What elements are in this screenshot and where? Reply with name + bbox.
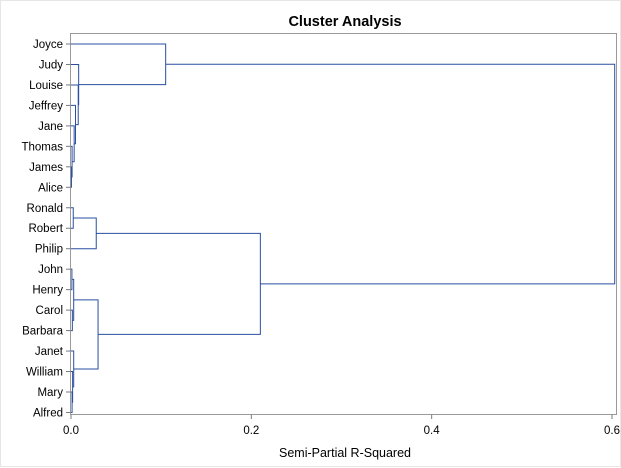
branch-h [71, 208, 73, 228]
x-tick-label: 0.4 [424, 425, 441, 437]
leaf-label-mary: Mary [37, 387, 63, 399]
x-tick-label: 0.2 [243, 425, 259, 437]
branch-d [71, 105, 76, 143]
branch-e [71, 85, 78, 125]
x-tick-label: 0.6 [604, 425, 620, 437]
x-axis-label: Semi-Partial R-Squared [279, 446, 411, 460]
leaf-label-ronald: Ronald [27, 203, 63, 215]
x-tick-label: 0.0 [63, 425, 79, 437]
leaf-label-carol: Carol [36, 305, 63, 317]
leaf-label-barbara: Barbara [22, 326, 64, 338]
branch-i [71, 218, 96, 249]
leaf-label-james: James [29, 162, 63, 174]
leaf-label-philip: Philip [35, 244, 63, 256]
leaf-labels: Joyce Judy Louise Jeffrey Jane Thomas James Ali… [21, 39, 70, 419]
leaf-label-john: John [38, 264, 63, 276]
leaf-label-alice: Alice [38, 182, 63, 194]
leaf-label-joyce: Joyce [33, 39, 63, 51]
leaf-label-jeffrey: Jeffrey [29, 100, 64, 112]
branch-k [71, 310, 72, 330]
branch-r [166, 64, 615, 284]
x-axis: 0.0 0.2 0.4 0.6 [63, 415, 620, 438]
plot-frame [71, 34, 617, 415]
leaf-label-thomas: Thomas [21, 141, 63, 153]
leaf-label-janet: Janet [35, 346, 64, 358]
leaf-label-henry: Henry [32, 285, 63, 297]
branch-j [71, 269, 72, 289]
leaf-label-alfred: Alfred [33, 407, 63, 419]
leaf-label-louise: Louise [29, 80, 63, 92]
leaf-label-william: William [26, 367, 63, 379]
branch-g [71, 44, 166, 85]
leaf-label-robert: Robert [28, 223, 63, 235]
branch-q [96, 233, 260, 334]
branch-m [71, 392, 72, 412]
branch-p [74, 300, 98, 369]
chart-title: Cluster Analysis [288, 14, 401, 30]
branches [71, 44, 615, 412]
leaf-label-judy: Judy [39, 59, 64, 71]
leaf-label-jane: Jane [38, 121, 63, 133]
